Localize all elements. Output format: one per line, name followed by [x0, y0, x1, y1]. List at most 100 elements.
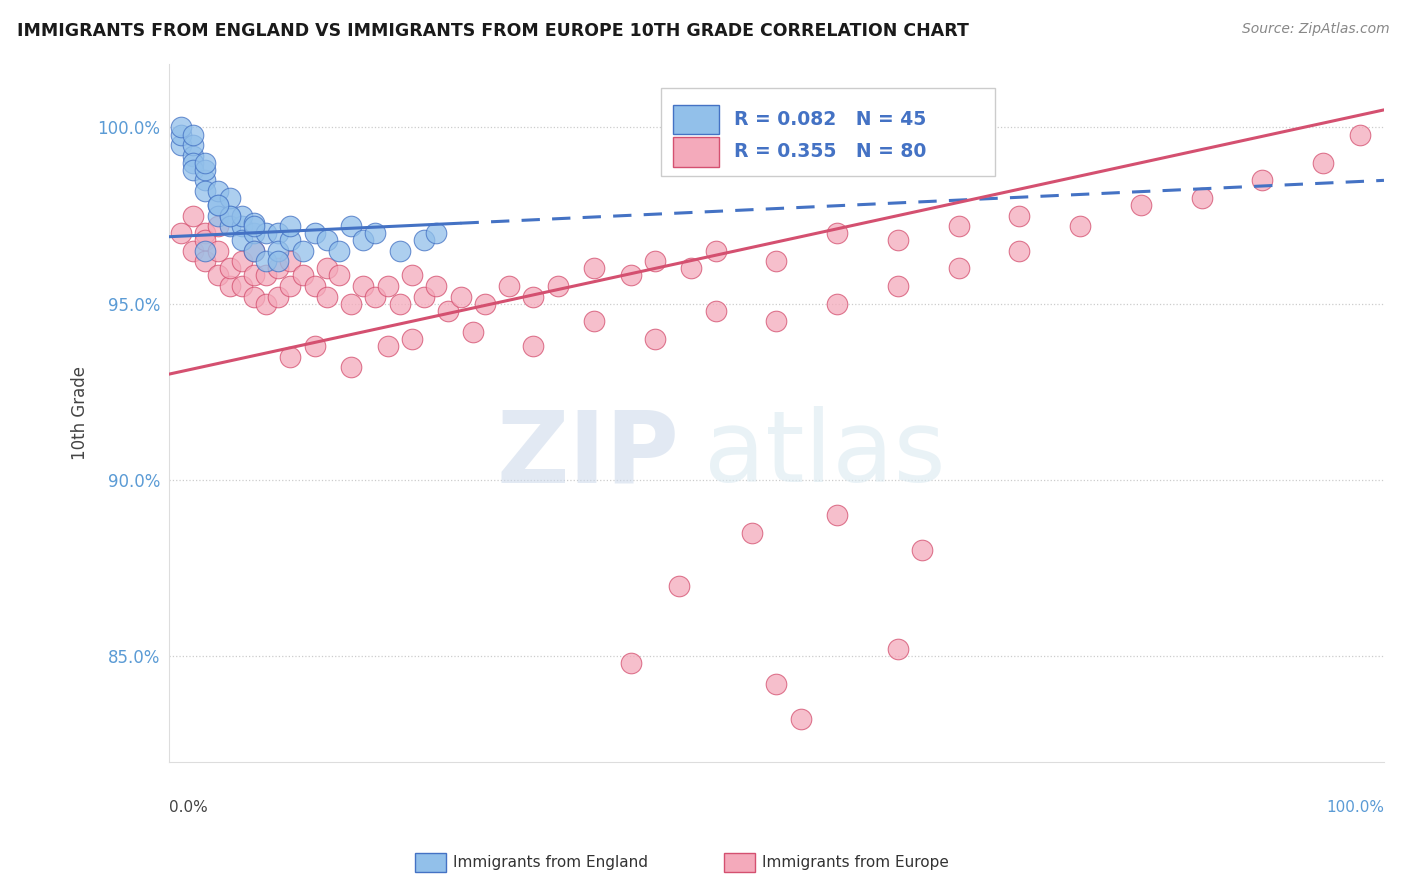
Point	[254, 226, 277, 240]
Point	[352, 233, 374, 247]
Text: R = 0.355   N = 80: R = 0.355 N = 80	[734, 143, 927, 161]
Point	[218, 219, 240, 234]
Point	[280, 254, 302, 268]
Point	[790, 713, 813, 727]
Point	[741, 525, 763, 540]
Point	[218, 209, 240, 223]
Point	[218, 191, 240, 205]
FancyBboxPatch shape	[673, 137, 720, 167]
Point	[474, 296, 496, 310]
Point	[304, 226, 326, 240]
Point	[948, 219, 970, 234]
Point	[401, 268, 423, 283]
Point	[218, 279, 240, 293]
Point	[887, 642, 910, 657]
Point	[280, 219, 302, 234]
Point	[1312, 155, 1334, 169]
Point	[1008, 244, 1031, 258]
Point	[207, 268, 229, 283]
Point	[267, 290, 290, 304]
Point	[218, 209, 240, 223]
Point	[194, 173, 217, 187]
Point	[231, 209, 253, 223]
Point	[328, 268, 350, 283]
Point	[911, 543, 934, 558]
Point	[681, 261, 703, 276]
Point	[243, 244, 266, 258]
Point	[280, 279, 302, 293]
Point	[377, 339, 399, 353]
Point	[243, 216, 266, 230]
Point	[704, 244, 727, 258]
Point	[498, 279, 520, 293]
Text: 0.0%: 0.0%	[169, 800, 208, 815]
Point	[450, 290, 472, 304]
Point	[291, 244, 314, 258]
Point	[218, 261, 240, 276]
Point	[181, 162, 204, 177]
Point	[620, 656, 643, 670]
Point	[825, 296, 848, 310]
Point	[887, 279, 910, 293]
Point	[254, 296, 277, 310]
Point	[280, 350, 302, 364]
Point	[194, 162, 217, 177]
Point	[254, 268, 277, 283]
Point	[207, 209, 229, 223]
Point	[1191, 191, 1213, 205]
Point	[267, 261, 290, 276]
Point	[388, 244, 411, 258]
Text: 100.0%: 100.0%	[1326, 800, 1384, 815]
Point	[280, 233, 302, 247]
Point	[583, 314, 606, 328]
Point	[267, 254, 290, 268]
Point	[704, 303, 727, 318]
Point	[315, 261, 337, 276]
Point	[243, 226, 266, 240]
Point	[243, 219, 266, 234]
Point	[207, 184, 229, 198]
Point	[668, 578, 690, 592]
Point	[765, 254, 787, 268]
Point	[328, 244, 350, 258]
Point	[388, 296, 411, 310]
Point	[170, 120, 193, 135]
Text: atlas: atlas	[703, 406, 945, 503]
Point	[231, 254, 253, 268]
Point	[765, 314, 787, 328]
Point	[170, 226, 193, 240]
Y-axis label: 10th Grade: 10th Grade	[72, 366, 89, 460]
Point	[194, 155, 217, 169]
Point	[364, 226, 387, 240]
Point	[181, 155, 204, 169]
Point	[1348, 128, 1371, 142]
Point	[207, 198, 229, 212]
Point	[1251, 173, 1274, 187]
Point	[352, 279, 374, 293]
Point	[181, 209, 204, 223]
Point	[765, 677, 787, 691]
Point	[377, 279, 399, 293]
Point	[340, 360, 363, 375]
Point	[522, 339, 544, 353]
Point	[291, 268, 314, 283]
Point	[522, 290, 544, 304]
Point	[181, 128, 204, 142]
Point	[181, 244, 204, 258]
Point	[401, 332, 423, 346]
Point	[315, 290, 337, 304]
Point	[437, 303, 460, 318]
Point	[340, 219, 363, 234]
Point	[644, 332, 666, 346]
Point	[231, 233, 253, 247]
Point	[583, 261, 606, 276]
Point	[1069, 219, 1091, 234]
Point	[413, 290, 436, 304]
Point	[231, 279, 253, 293]
Text: ZIP: ZIP	[496, 406, 679, 503]
Point	[364, 290, 387, 304]
Point	[207, 198, 229, 212]
Point	[1129, 198, 1152, 212]
Text: Immigrants from Europe: Immigrants from Europe	[762, 855, 949, 870]
Point	[620, 268, 643, 283]
